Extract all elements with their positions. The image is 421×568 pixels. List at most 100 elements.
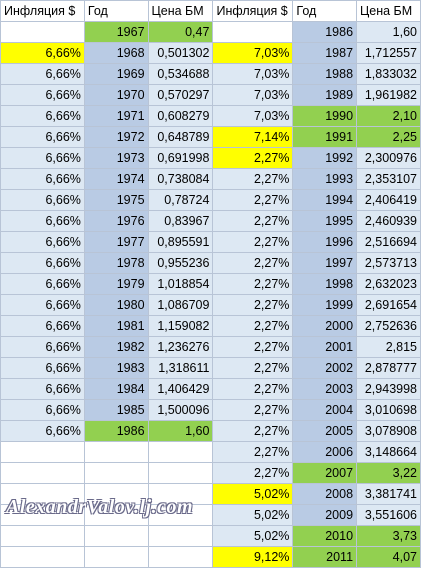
cell-year-1[interactable]: 1976 xyxy=(83,210,149,232)
cell-inflation-1[interactable]: 6,66% xyxy=(0,231,85,253)
cell-inflation-2[interactable]: 2,27% xyxy=(212,168,294,190)
cell-year-1[interactable]: 1977 xyxy=(83,231,149,253)
cell-price-1[interactable]: 0,691998 xyxy=(147,147,214,169)
cell-year-1[interactable]: 1978 xyxy=(83,252,149,274)
cell-inflation-1[interactable] xyxy=(0,462,85,484)
cell-price-1[interactable]: 0,955236 xyxy=(147,252,214,274)
cell-price-2[interactable]: 2,300976 xyxy=(356,147,421,169)
cell-year-1[interactable]: 1972 xyxy=(83,126,149,148)
cell-price-1[interactable] xyxy=(147,525,214,547)
header-year-2[interactable]: Год xyxy=(292,0,358,22)
cell-year-1[interactable] xyxy=(83,462,149,484)
cell-inflation-2[interactable]: 2,27% xyxy=(212,315,294,337)
cell-inflation-2[interactable]: 2,27% xyxy=(212,378,294,400)
cell-price-1[interactable]: 1,318611 xyxy=(147,357,214,379)
cell-inflation-1[interactable]: 6,66% xyxy=(0,378,85,400)
cell-price-2[interactable]: 2,460939 xyxy=(356,210,421,232)
cell-inflation-1[interactable]: 6,66% xyxy=(0,168,85,190)
cell-inflation-2[interactable]: 7,14% xyxy=(212,126,294,148)
cell-price-2[interactable]: 2,406419 xyxy=(356,189,421,211)
cell-inflation-2[interactable] xyxy=(212,21,294,43)
cell-year-1[interactable]: 1967 xyxy=(83,21,149,43)
cell-inflation-1[interactable]: 6,66% xyxy=(0,42,85,64)
cell-price-2[interactable]: 2,10 xyxy=(356,105,421,127)
cell-inflation-2[interactable]: 2,27% xyxy=(212,357,294,379)
cell-inflation-1[interactable]: 6,66% xyxy=(0,399,85,421)
cell-year-1[interactable]: 1986 xyxy=(83,420,149,442)
cell-price-2[interactable]: 2,353107 xyxy=(356,168,421,190)
cell-price-1[interactable]: 0,78724 xyxy=(147,189,214,211)
cell-year-1[interactable]: 1980 xyxy=(83,294,149,316)
cell-year-2[interactable]: 1999 xyxy=(292,294,358,316)
cell-inflation-2[interactable]: 2,27% xyxy=(212,336,294,358)
cell-price-1[interactable]: 1,236276 xyxy=(147,336,214,358)
header-price-1[interactable]: Цена БМ xyxy=(147,0,214,22)
cell-inflation-2[interactable]: 2,27% xyxy=(212,210,294,232)
header-price-2[interactable]: Цена БМ xyxy=(356,0,421,22)
cell-inflation-2[interactable]: 9,12% xyxy=(212,546,294,568)
cell-price-2[interactable]: 1,961982 xyxy=(356,84,421,106)
cell-inflation-1[interactable]: 6,66% xyxy=(0,336,85,358)
cell-year-1[interactable]: 1982 xyxy=(83,336,149,358)
cell-price-1[interactable]: 1,018854 xyxy=(147,273,214,295)
cell-inflation-2[interactable]: 2,27% xyxy=(212,462,294,484)
cell-inflation-1[interactable]: 6,66% xyxy=(0,420,85,442)
cell-inflation-2[interactable]: 2,27% xyxy=(212,294,294,316)
cell-year-1[interactable]: 1975 xyxy=(83,189,149,211)
cell-price-2[interactable]: 2,752636 xyxy=(356,315,421,337)
cell-price-1[interactable]: 1,60 xyxy=(147,420,214,442)
cell-price-1[interactable]: 1,159082 xyxy=(147,315,214,337)
cell-price-1[interactable]: 0,534688 xyxy=(147,63,214,85)
cell-price-2[interactable]: 1,833032 xyxy=(356,63,421,85)
cell-inflation-2[interactable]: 2,27% xyxy=(212,420,294,442)
cell-price-2[interactable]: 2,25 xyxy=(356,126,421,148)
cell-year-2[interactable]: 1989 xyxy=(292,84,358,106)
cell-inflation-2[interactable]: 2,27% xyxy=(212,441,294,463)
cell-price-2[interactable]: 2,878777 xyxy=(356,357,421,379)
cell-inflation-2[interactable]: 7,03% xyxy=(212,84,294,106)
cell-year-1[interactable]: 1974 xyxy=(83,168,149,190)
cell-year-2[interactable]: 2007 xyxy=(292,462,358,484)
cell-year-2[interactable]: 2001 xyxy=(292,336,358,358)
cell-price-2[interactable]: 3,381741 xyxy=(356,483,421,505)
cell-year-2[interactable]: 2005 xyxy=(292,420,358,442)
cell-year-2[interactable]: 2002 xyxy=(292,357,358,379)
cell-inflation-1[interactable] xyxy=(0,483,85,505)
cell-year-2[interactable]: 1998 xyxy=(292,273,358,295)
cell-year-2[interactable]: 1991 xyxy=(292,126,358,148)
cell-price-1[interactable] xyxy=(147,483,214,505)
cell-price-1[interactable] xyxy=(147,546,214,568)
cell-price-1[interactable] xyxy=(147,441,214,463)
cell-price-1[interactable]: 1,500096 xyxy=(147,399,214,421)
cell-year-1[interactable]: 1981 xyxy=(83,315,149,337)
cell-price-1[interactable]: 0,738084 xyxy=(147,168,214,190)
cell-inflation-1[interactable]: 6,66% xyxy=(0,105,85,127)
cell-inflation-1[interactable]: 6,66% xyxy=(0,294,85,316)
cell-year-1[interactable] xyxy=(83,483,149,505)
cell-year-2[interactable]: 2004 xyxy=(292,399,358,421)
cell-year-2[interactable]: 2011 xyxy=(292,546,358,568)
cell-year-1[interactable]: 1970 xyxy=(83,84,149,106)
cell-inflation-2[interactable]: 2,27% xyxy=(212,231,294,253)
cell-year-2[interactable]: 1997 xyxy=(292,252,358,274)
cell-price-2[interactable]: 3,078908 xyxy=(356,420,421,442)
cell-price-1[interactable]: 0,895591 xyxy=(147,231,214,253)
cell-year-2[interactable]: 1995 xyxy=(292,210,358,232)
cell-year-1[interactable] xyxy=(83,546,149,568)
cell-price-1[interactable]: 0,501302 xyxy=(147,42,214,64)
cell-inflation-2[interactable]: 2,27% xyxy=(212,273,294,295)
cell-price-2[interactable]: 2,815 xyxy=(356,336,421,358)
cell-inflation-2[interactable]: 7,03% xyxy=(212,63,294,85)
cell-price-2[interactable]: 2,632023 xyxy=(356,273,421,295)
cell-year-1[interactable]: 1979 xyxy=(83,273,149,295)
cell-inflation-2[interactable]: 2,27% xyxy=(212,252,294,274)
cell-inflation-2[interactable]: 2,27% xyxy=(212,189,294,211)
cell-year-1[interactable]: 1969 xyxy=(83,63,149,85)
cell-year-2[interactable]: 1992 xyxy=(292,147,358,169)
cell-year-2[interactable]: 1994 xyxy=(292,189,358,211)
cell-price-2[interactable]: 3,551606 xyxy=(356,504,421,526)
cell-inflation-1[interactable] xyxy=(0,525,85,547)
cell-year-1[interactable]: 1984 xyxy=(83,378,149,400)
cell-year-1[interactable]: 1971 xyxy=(83,105,149,127)
cell-year-2[interactable]: 2003 xyxy=(292,378,358,400)
